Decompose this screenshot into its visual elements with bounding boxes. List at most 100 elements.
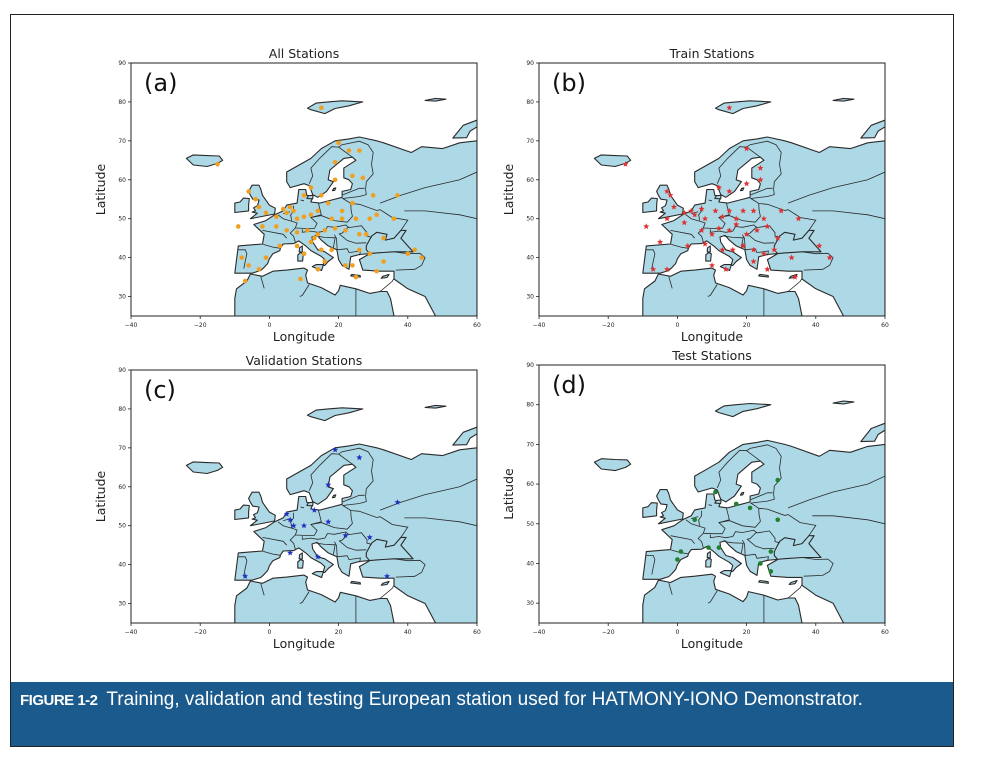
country-border [308, 146, 339, 184]
station-marker [284, 228, 289, 233]
station-marker [319, 247, 324, 253]
country-border [404, 210, 477, 220]
station-marker [357, 231, 362, 237]
country-border [668, 276, 673, 289]
country-border [238, 556, 248, 576]
country-border [295, 203, 322, 229]
station-marker [374, 212, 379, 218]
station-marker [350, 263, 355, 268]
station-marker [322, 259, 328, 264]
y-tick-label: 50 [118, 216, 126, 223]
africa-landmass [642, 267, 803, 316]
station-marker [242, 278, 248, 284]
station-marker [716, 545, 722, 550]
station-marker [343, 228, 348, 233]
country-border [745, 140, 782, 182]
panel-label: (d) [552, 371, 586, 399]
station-marker [332, 226, 338, 231]
x-axis-label: Longitude [681, 329, 743, 344]
country-border [350, 510, 409, 538]
x-tick-label: 20 [335, 629, 343, 636]
novaya-zemlya [860, 119, 885, 139]
panel-b: −40 −20 0 20 40 60 30 40 50 60 70 80 90 Train Station… [497, 43, 897, 361]
station-marker [215, 161, 220, 167]
station-marker [698, 205, 705, 212]
y-tick-label: 60 [526, 481, 534, 488]
station-marker [287, 549, 294, 556]
map-layer [593, 97, 885, 316]
station-marker [294, 216, 300, 221]
country-border [350, 203, 409, 231]
country-border [260, 583, 265, 596]
franz-josef-land [424, 404, 447, 409]
station-marker [684, 242, 691, 249]
x-tick-label: 40 [404, 629, 412, 636]
y-tick-label: 50 [526, 521, 534, 528]
y-axis-label: Latitude [93, 470, 108, 522]
station-marker [315, 208, 321, 214]
station-marker [301, 193, 307, 198]
x-tick-label: 0 [267, 322, 271, 329]
country-border [787, 584, 803, 599]
station-marker [771, 246, 778, 253]
x-tick-label: −20 [602, 629, 615, 636]
axes-frame [538, 62, 886, 317]
country-border [300, 506, 305, 509]
axes-frame [130, 62, 478, 317]
panel-a: −40 −20 0 20 40 60 30 40 50 60 70 80 90 All Stations L… [89, 43, 489, 361]
zealand-landmass [714, 499, 722, 505]
country-border [338, 533, 367, 551]
station-marker [274, 224, 279, 229]
station-marker [363, 231, 369, 237]
y-tick-label: 60 [526, 177, 534, 184]
country-border [277, 214, 298, 243]
station-marker [384, 573, 391, 579]
station-marker [350, 200, 355, 206]
britain-landmass [656, 489, 684, 525]
cyprus-landmass [380, 580, 390, 586]
country-border [750, 187, 773, 196]
y-tick-label: 80 [118, 406, 126, 413]
zealand-landmass [306, 194, 314, 200]
station-marker [726, 104, 733, 111]
axes-frame [538, 364, 886, 624]
x-tick-label: 0 [675, 629, 679, 636]
station-marker [298, 276, 303, 282]
station-marker [795, 215, 802, 222]
station-marker [775, 477, 781, 483]
x-tick-label: −40 [533, 322, 546, 329]
station-marker [294, 230, 300, 235]
station-marker [758, 561, 763, 566]
country-border [742, 539, 756, 556]
station-marker [332, 159, 338, 165]
country-border [697, 510, 702, 521]
station-marker [719, 213, 726, 220]
country-border [379, 171, 477, 204]
station-marker [698, 227, 705, 233]
map-layer [185, 97, 477, 316]
y-tick-label: 70 [118, 138, 126, 145]
country-border [787, 278, 803, 292]
country-border [316, 235, 336, 248]
station-marker [733, 215, 740, 222]
country-border [646, 555, 656, 575]
y-tick-label: 70 [526, 441, 534, 448]
y-tick-label: 40 [118, 255, 126, 262]
station-marker [788, 254, 795, 261]
country-border [646, 249, 656, 269]
country-border [346, 248, 361, 256]
station-marker [750, 258, 757, 265]
caption-label: FIGURE 1-2 [20, 692, 98, 709]
country-border [709, 529, 755, 539]
country-border [334, 234, 348, 251]
country-border [746, 226, 775, 244]
country-border [758, 203, 817, 231]
station-marker [740, 242, 747, 249]
x-tick-label: 40 [812, 322, 820, 329]
y-tick-label: 50 [118, 523, 126, 530]
figure-frame: −40 −20 0 20 40 60 30 40 50 60 70 80 90 All Stations L… [10, 14, 954, 747]
y-tick-label: 30 [526, 600, 534, 607]
ireland-landmass [234, 504, 250, 521]
station-marker [314, 553, 321, 560]
x-tick-label: −40 [125, 629, 138, 636]
